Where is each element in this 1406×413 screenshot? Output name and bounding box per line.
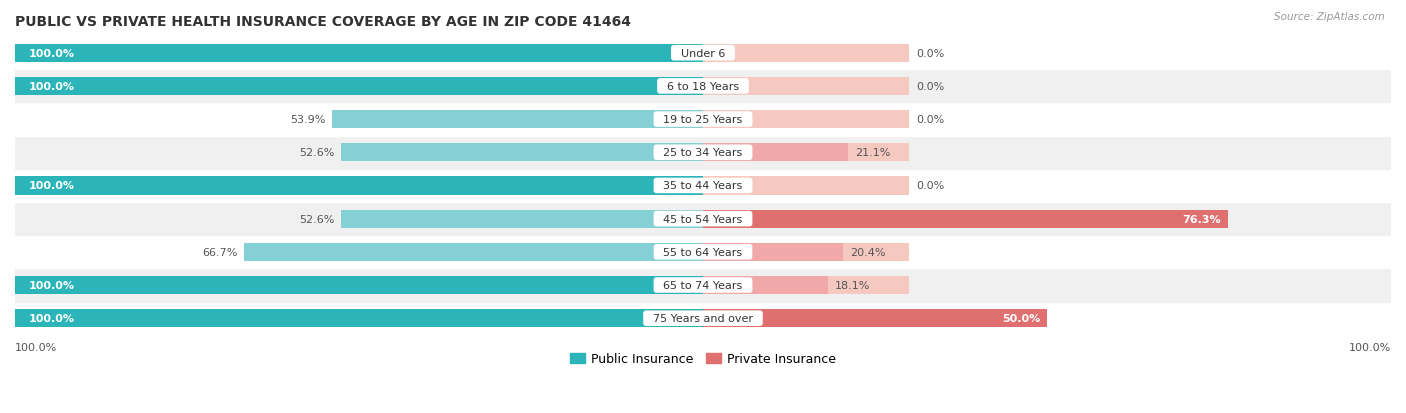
Text: 6 to 18 Years: 6 to 18 Years: [659, 82, 747, 92]
Text: 100.0%: 100.0%: [28, 313, 75, 323]
Bar: [245, 243, 703, 261]
Bar: [15, 276, 703, 294]
Text: 52.6%: 52.6%: [299, 148, 335, 158]
Bar: [15, 236, 1391, 269]
Text: 75 Years and over: 75 Years and over: [645, 313, 761, 323]
Bar: [703, 276, 828, 294]
Text: 19 to 25 Years: 19 to 25 Years: [657, 115, 749, 125]
Bar: [703, 243, 910, 261]
Text: 100.0%: 100.0%: [15, 342, 58, 352]
Text: 21.1%: 21.1%: [855, 148, 890, 158]
Text: Source: ZipAtlas.com: Source: ZipAtlas.com: [1274, 12, 1385, 22]
Text: PUBLIC VS PRIVATE HEALTH INSURANCE COVERAGE BY AGE IN ZIP CODE 41464: PUBLIC VS PRIVATE HEALTH INSURANCE COVER…: [15, 15, 631, 29]
Bar: [15, 202, 1391, 236]
Text: 66.7%: 66.7%: [202, 247, 238, 257]
Text: 100.0%: 100.0%: [28, 49, 75, 59]
Bar: [342, 210, 703, 228]
Text: 25 to 34 Years: 25 to 34 Years: [657, 148, 749, 158]
Bar: [15, 45, 703, 63]
Text: 18.1%: 18.1%: [834, 280, 870, 290]
Text: 100.0%: 100.0%: [28, 280, 75, 290]
Bar: [15, 269, 1391, 302]
Bar: [703, 276, 910, 294]
Bar: [703, 45, 910, 63]
Bar: [15, 78, 703, 96]
Bar: [703, 144, 910, 162]
Bar: [703, 111, 910, 129]
Bar: [703, 309, 910, 328]
Bar: [703, 210, 1227, 228]
Text: 45 to 54 Years: 45 to 54 Years: [657, 214, 749, 224]
Text: 100.0%: 100.0%: [1348, 342, 1391, 352]
Bar: [703, 309, 1047, 328]
Bar: [15, 309, 703, 328]
Bar: [15, 177, 703, 195]
Text: 0.0%: 0.0%: [917, 115, 945, 125]
Text: 100.0%: 100.0%: [28, 82, 75, 92]
Legend: Public Insurance, Private Insurance: Public Insurance, Private Insurance: [565, 347, 841, 370]
Text: 20.4%: 20.4%: [851, 247, 886, 257]
Bar: [15, 169, 1391, 202]
Bar: [15, 136, 1391, 169]
Text: 0.0%: 0.0%: [917, 181, 945, 191]
Bar: [15, 302, 1391, 335]
Bar: [332, 111, 703, 129]
Bar: [15, 103, 1391, 136]
Text: 50.0%: 50.0%: [1002, 313, 1040, 323]
Bar: [703, 210, 910, 228]
Text: 0.0%: 0.0%: [917, 82, 945, 92]
Text: 52.6%: 52.6%: [299, 214, 335, 224]
Bar: [703, 144, 848, 162]
Bar: [703, 177, 910, 195]
Text: 55 to 64 Years: 55 to 64 Years: [657, 247, 749, 257]
Text: 65 to 74 Years: 65 to 74 Years: [657, 280, 749, 290]
Bar: [15, 37, 1391, 70]
Text: 35 to 44 Years: 35 to 44 Years: [657, 181, 749, 191]
Text: 53.9%: 53.9%: [290, 115, 325, 125]
Bar: [703, 78, 910, 96]
Text: 0.0%: 0.0%: [917, 49, 945, 59]
Bar: [342, 144, 703, 162]
Text: 100.0%: 100.0%: [28, 181, 75, 191]
Text: 76.3%: 76.3%: [1182, 214, 1220, 224]
Text: Under 6: Under 6: [673, 49, 733, 59]
Bar: [703, 243, 844, 261]
Bar: [15, 70, 1391, 103]
